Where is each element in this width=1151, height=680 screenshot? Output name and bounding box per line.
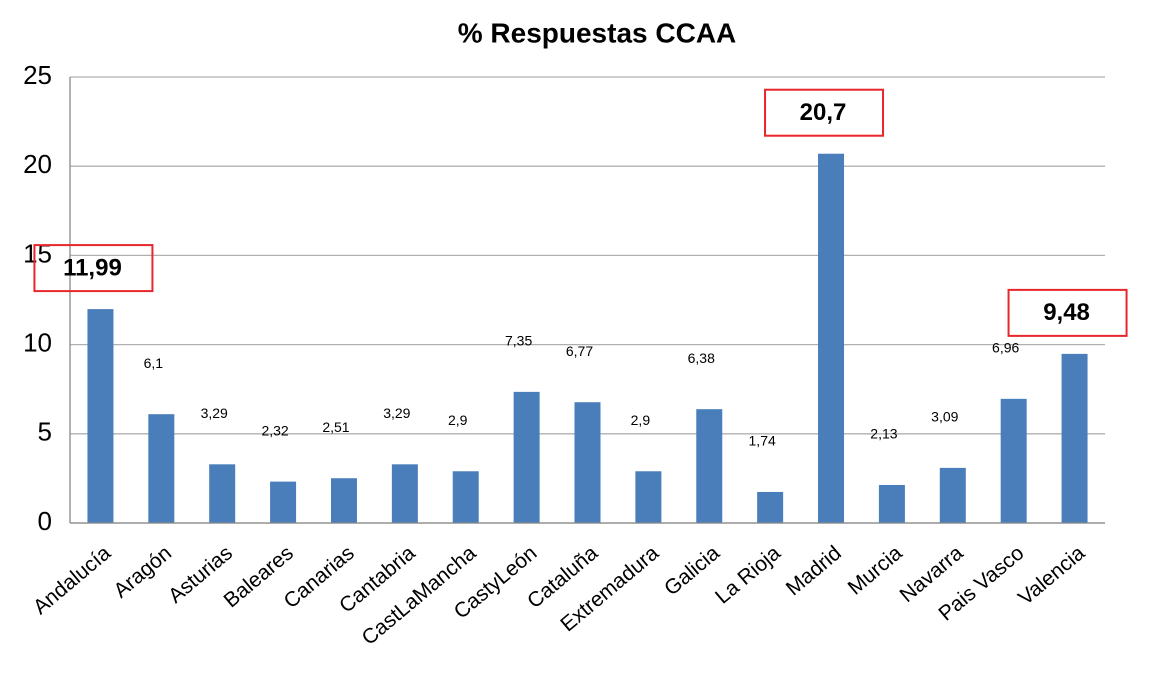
y-tick-label: 10 (23, 327, 52, 357)
x-tick-label: La Rioja (711, 541, 785, 608)
value-label: 1,74 (749, 433, 776, 449)
bar (635, 471, 662, 523)
value-label: 6,38 (688, 350, 715, 366)
bar (330, 478, 357, 523)
bar (939, 467, 966, 523)
bar (1000, 398, 1027, 523)
highlight-box (33, 244, 154, 293)
bar (878, 485, 905, 523)
value-label: 9,48 (1043, 299, 1090, 326)
x-tick-label: Andalucía (29, 541, 116, 619)
value-label: 11,99 (63, 254, 122, 281)
value-label: 6,96 (992, 340, 1019, 356)
bar (696, 409, 723, 523)
y-tick-label: 25 (23, 60, 52, 90)
bar (818, 153, 845, 523)
value-label: 3,29 (383, 405, 410, 421)
value-label: 3,29 (201, 405, 228, 421)
y-tick-label: 15 (23, 238, 52, 268)
bar (391, 464, 418, 523)
value-label: 2,9 (448, 412, 468, 428)
bar (757, 491, 784, 523)
bar (513, 391, 540, 523)
value-label: 20,7 (800, 99, 847, 126)
y-tick-label: 20 (23, 149, 52, 179)
value-label: 2,32 (261, 422, 288, 438)
bar (574, 402, 601, 523)
bar (87, 309, 114, 523)
highlight-box (764, 88, 885, 137)
bar (1061, 353, 1088, 523)
value-label: 3,09 (931, 409, 958, 425)
bar (270, 481, 297, 523)
value-label: 7,35 (505, 333, 532, 349)
y-tick-label: 5 (38, 417, 52, 447)
value-label: 6,1 (144, 355, 164, 371)
bar (148, 414, 175, 523)
y-tick-label: 0 (38, 506, 52, 536)
highlight-box (1007, 288, 1128, 337)
bar (209, 464, 236, 523)
bar (452, 471, 479, 523)
x-tick-label: Madrid (782, 541, 846, 600)
value-label: 2,9 (631, 412, 651, 428)
chart-title: % Respuestas CCAA (458, 17, 737, 48)
value-label: 2,13 (870, 426, 897, 442)
value-label: 2,51 (322, 419, 349, 435)
value-label: 6,77 (566, 343, 593, 359)
x-tick-label: Valencia (1014, 541, 1090, 610)
